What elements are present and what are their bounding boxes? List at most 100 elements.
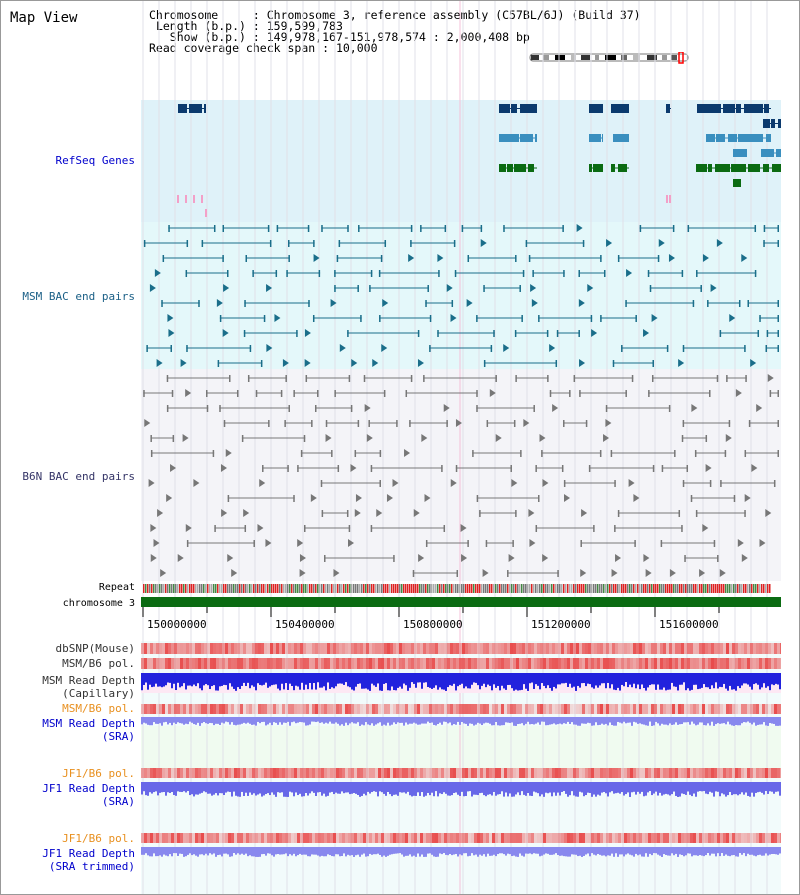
polymorphism-mark [675, 833, 678, 843]
read-depth-bar [583, 782, 585, 797]
read-depth-bar [263, 847, 265, 854]
polymorphism-mark [195, 833, 198, 843]
polymorphism-mark [489, 768, 492, 778]
polymorphism-mark [354, 768, 357, 778]
read-depth-bar [717, 847, 719, 854]
bac-end-arrow [333, 569, 340, 577]
polymorphism-mark [246, 658, 249, 669]
track-label-msm-depth-sra[interactable]: MSM Read Depth (SRA) [1, 717, 135, 743]
polymorphism-mark [189, 643, 192, 654]
read-depth-bar [543, 717, 545, 722]
polymorphism-mark [573, 643, 576, 654]
read-depth-bar [691, 847, 693, 857]
track-label-msm-b6-pol-2[interactable]: MSM/B6 pol. [62, 702, 135, 715]
bac-pair-end [707, 300, 709, 307]
read-depth-bar [311, 847, 313, 855]
bac-pair-end [512, 540, 514, 547]
repeat-mark [381, 584, 383, 593]
read-depth-bar [477, 847, 479, 857]
bac-end-arrow [741, 554, 748, 562]
track-label-jf1-b6-pol[interactable]: JF1/B6 pol. [62, 767, 135, 780]
info-show-key: Show (b.p.) [169, 30, 246, 44]
bac-end-arrow [443, 404, 450, 412]
read-depth-bar [567, 717, 569, 722]
read-depth-bar [243, 847, 245, 855]
read-depth-bar [593, 782, 595, 795]
polymorphism-mark [393, 833, 396, 843]
polymorphism-mark [444, 833, 447, 843]
bac-end-arrow [265, 539, 272, 547]
read-depth-bar [313, 717, 315, 722]
repeat-mark [437, 584, 439, 593]
polymorphism-mark [423, 833, 426, 843]
read-depth-bar [545, 782, 547, 793]
read-depth-bar [261, 847, 263, 855]
chromosome-ideogram[interactable] [529, 52, 691, 64]
polymorphism-mark [699, 658, 702, 669]
polymorphism-mark [657, 658, 660, 669]
bac-pair-end [143, 390, 145, 397]
polymorphism-mark [300, 643, 303, 654]
track-label-msm-depth-capillary[interactable]: MSM Read Depth (Capillary) [1, 674, 135, 700]
track-canvas[interactable] [141, 1, 781, 895]
bac-pair-end [170, 345, 172, 352]
bac-pair-end [412, 570, 415, 577]
genome-track-area[interactable]: 150000000 150400000 150800000 151200000 … [141, 1, 781, 895]
read-depth-bar [447, 847, 449, 856]
bac-pair-end [236, 390, 239, 397]
polymorphism-mark [156, 768, 159, 778]
read-depth-bar [439, 847, 441, 854]
read-depth-bar [547, 717, 549, 726]
read-depth-bar [561, 717, 563, 725]
bac-end-arrow [350, 464, 357, 472]
read-depth-bar [305, 673, 307, 685]
polymorphism-mark [270, 643, 273, 654]
bac-pair-end [682, 480, 685, 487]
polymorphism-mark [363, 658, 366, 669]
polymorphism-mark [765, 768, 768, 778]
repeat-mark [453, 584, 455, 593]
read-depth-bar [653, 673, 655, 685]
gene-exon [618, 164, 627, 172]
polymorphism-mark [249, 768, 252, 778]
read-depth-bar [585, 717, 587, 724]
polymorphism-mark [681, 833, 684, 843]
read-depth-bar [227, 847, 229, 855]
bac-pair-end [777, 390, 779, 397]
bac-pair-end [288, 240, 290, 247]
read-depth-bar [653, 782, 655, 794]
polymorphism-mark [444, 768, 447, 778]
repeat-mark [219, 584, 221, 593]
read-depth-bar [269, 673, 271, 687]
track-label-msm-bac[interactable]: MSM BAC end pairs [22, 290, 135, 303]
polymorphism-mark [357, 643, 360, 654]
polymorphism-mark [777, 768, 780, 778]
repeat-mark [207, 584, 209, 593]
read-depth-bar [219, 847, 221, 855]
track-label-msm-b6-pol[interactable]: MSM/B6 pol. [62, 657, 135, 670]
track-label-jf1-b6-pol-2[interactable]: JF1/B6 pol. [62, 832, 135, 845]
read-depth-bar [613, 673, 615, 690]
bac-pair-end [533, 405, 535, 412]
read-depth-bar [701, 847, 703, 856]
read-depth-bar [577, 673, 579, 686]
polymorphism-mark [576, 658, 579, 669]
polymorphism-mark [456, 704, 459, 714]
polymorphism-mark [408, 658, 411, 669]
track-label-jf1-depth[interactable]: JF1 Read Depth (SRA) [1, 782, 135, 808]
track-label-dbsnp[interactable]: dbSNP(Mouse) [55, 642, 135, 655]
bac-end-arrow [678, 359, 685, 367]
info-chromosome-value: Chromosome 3, reference assembly (C57BL/… [266, 8, 641, 22]
track-label-b6n-bac[interactable]: B6N BAC end pairs [22, 470, 135, 483]
polymorphism-mark [618, 704, 621, 714]
repeat-mark [445, 584, 447, 593]
track-label-jf1-depth-trimmed[interactable]: JF1 Read Depth (SRA trimmed) [1, 847, 135, 873]
polymorphism-mark [168, 704, 171, 714]
polymorphism-mark [426, 658, 429, 669]
track-label-refseq-genes[interactable]: RefSeq Genes [55, 154, 135, 167]
repeat-mark [243, 584, 245, 593]
polymorphism-mark [759, 704, 762, 714]
bac-pair-end [668, 405, 671, 412]
read-depth-bar [311, 782, 313, 792]
bac-end-arrow [266, 284, 273, 292]
